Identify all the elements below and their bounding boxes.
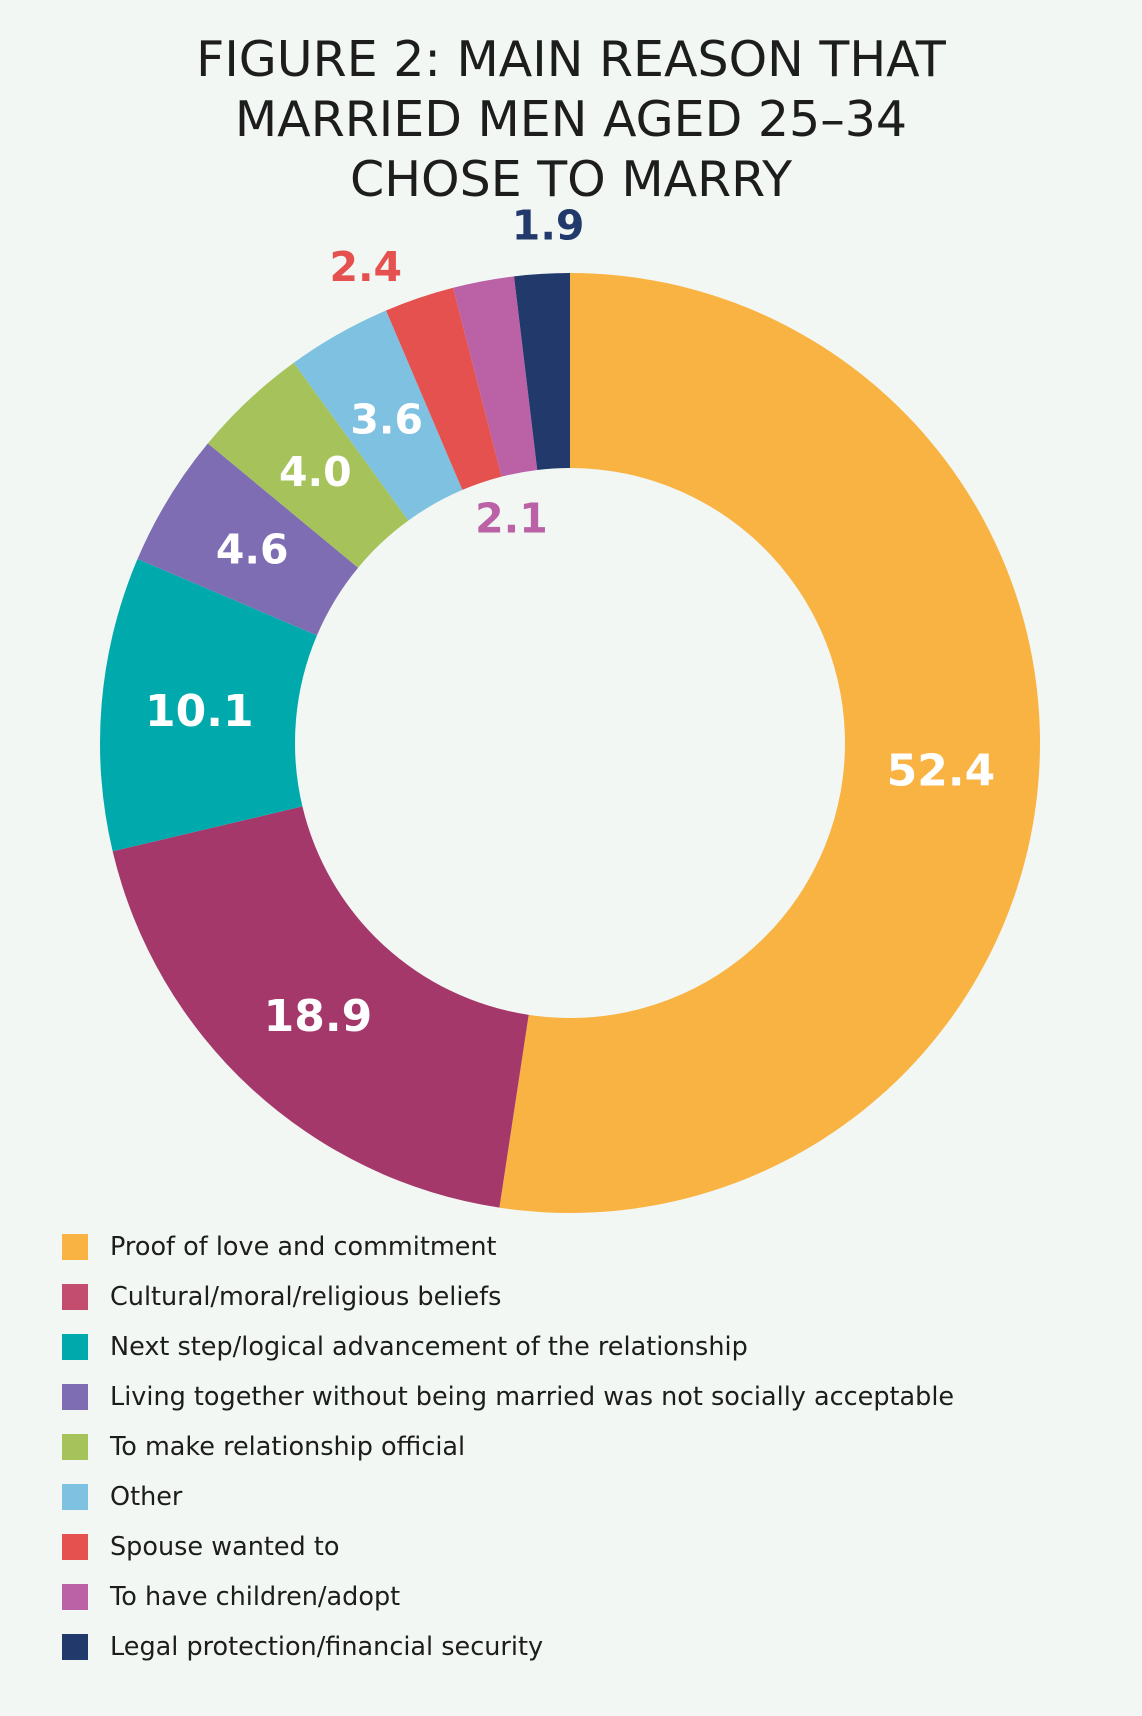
legend-swatch (62, 1584, 88, 1610)
donut-slices (99, 273, 1041, 1214)
legend-label: Living together without being married wa… (110, 1382, 955, 1412)
legend-item: To have children/adopt (62, 1572, 1122, 1622)
donut-slice (99, 559, 317, 852)
legend-swatch (62, 1484, 88, 1510)
legend-swatch (62, 1284, 88, 1310)
donut-slice (137, 443, 359, 636)
legend-label: Proof of love and commitment (110, 1232, 497, 1262)
legend-item: Legal protection/financial security (62, 1622, 1122, 1672)
chart-title-line-1: FIGURE 2: MAIN REASON THAT (196, 31, 946, 88)
legend-swatch (62, 1634, 88, 1660)
legend-label: Spouse wanted to (110, 1532, 340, 1562)
legend-item: To make relationship official (62, 1422, 1122, 1472)
slice-value-label: 10.1 (145, 686, 254, 737)
slice-value-label: 1.9 (512, 201, 585, 249)
legend-swatch (62, 1384, 88, 1410)
slice-value-label: 2.1 (475, 495, 548, 543)
legend-swatch (62, 1334, 88, 1360)
chart-title: FIGURE 2: MAIN REASON THAT MARRIED MEN A… (0, 30, 1142, 210)
legend-label: To make relationship official (110, 1432, 466, 1462)
slice-value-label: 2.4 (329, 243, 402, 291)
legend-item: Living together without being married wa… (62, 1372, 1122, 1422)
slice-value-label: 4.6 (216, 526, 289, 574)
legend-item: Spouse wanted to (62, 1522, 1122, 1572)
legend-swatch (62, 1434, 88, 1460)
chart-title-line-3: CHOSE TO MARRY (349, 151, 793, 208)
donut-slice (514, 273, 570, 470)
chart-title-line-2: MARRIED MEN AGED 25–34 (234, 91, 908, 148)
donut-value-labels: 52.4 18.9 10.1 4.6 4.0 3.6 2.4 2.1 1.9 (145, 201, 995, 1042)
legend-item: Cultural/moral/religious beliefs (62, 1272, 1122, 1322)
donut-slice (386, 287, 502, 490)
slice-value-label: 4.0 (279, 448, 352, 496)
donut-slice (112, 806, 529, 1208)
donut-slice (293, 310, 463, 521)
legend-label: To have children/adopt (110, 1582, 401, 1612)
donut-slice (207, 362, 409, 568)
legend-label: Next step/logical advancement of the rel… (110, 1332, 748, 1362)
legend-swatch (62, 1534, 88, 1560)
donut-slice (499, 273, 1041, 1214)
slice-value-label: 3.6 (350, 395, 423, 443)
legend-item: Other (62, 1472, 1122, 1522)
slice-value-label: 18.9 (264, 991, 373, 1042)
chart-legend: Proof of love and commitment Cultural/mor… (62, 1222, 1122, 1672)
legend-label: Other (110, 1482, 183, 1512)
legend-label: Cultural/moral/religious beliefs (110, 1282, 502, 1312)
legend-item: Proof of love and commitment (62, 1222, 1122, 1272)
donut-chart: 52.4 18.9 10.1 4.6 4.0 3.6 2.4 2.1 1.9 (99, 201, 1041, 1214)
legend-swatch (62, 1234, 88, 1260)
legend-label: Legal protection/financial security (110, 1632, 544, 1662)
donut-slice (453, 276, 538, 477)
legend-item: Next step/logical advancement of the rel… (62, 1322, 1122, 1372)
slice-value-label: 52.4 (887, 746, 996, 797)
